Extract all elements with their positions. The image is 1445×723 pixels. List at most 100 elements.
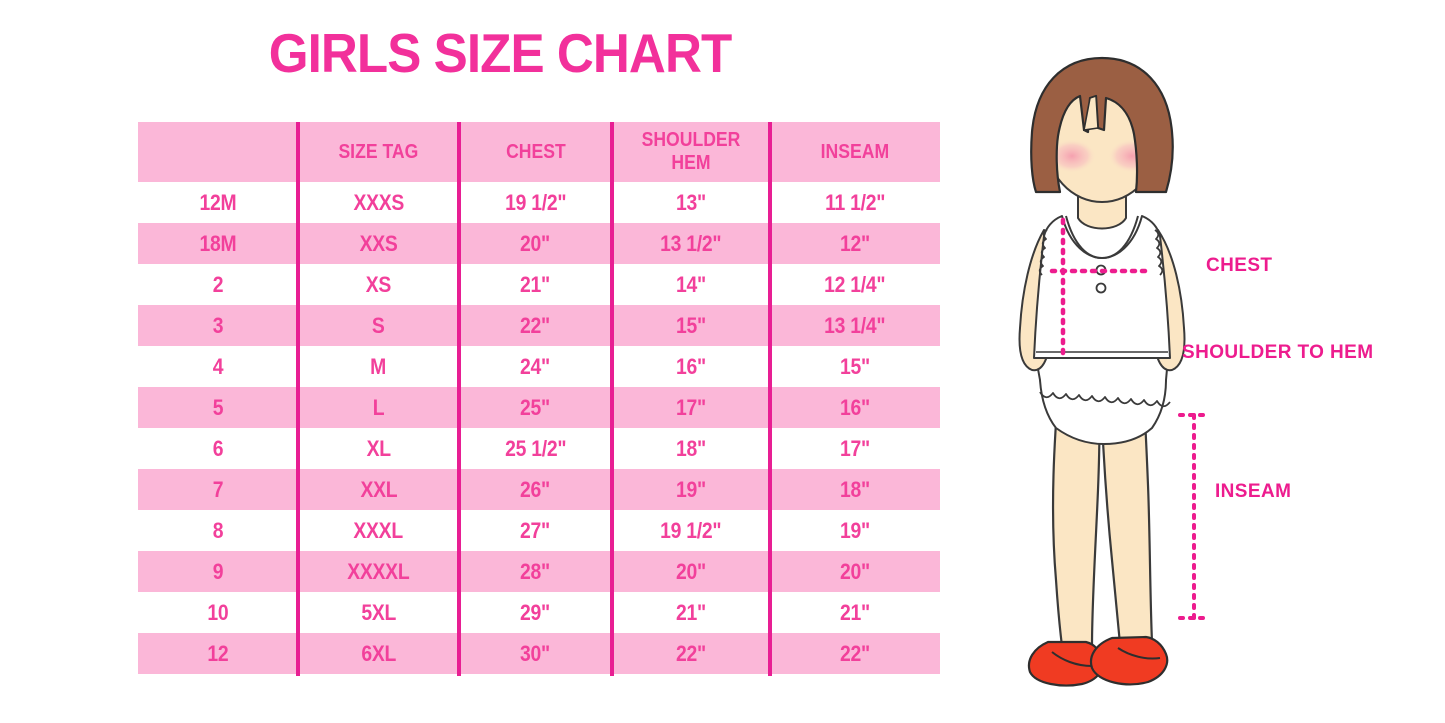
cell-size: 5	[138, 387, 298, 428]
cell-size: 7	[138, 469, 298, 510]
cell-chest: 20"	[459, 223, 612, 264]
white-tank-top	[1033, 215, 1171, 359]
cell-shoulder-hem: 13"	[612, 182, 770, 223]
cell-size-text: 7	[212, 476, 224, 502]
cell-shoulder-hem: 17"	[612, 387, 770, 428]
cell-size-text: 18M	[199, 230, 237, 256]
col-header-inseam: INSEAM	[820, 140, 890, 163]
col-header-size	[138, 122, 298, 182]
cell-size-tag: 6XL	[298, 633, 459, 674]
cell-size-text: 12	[207, 640, 229, 666]
cell-size-tag-text: L	[372, 394, 385, 420]
table-row: 18M XXS 20" 13 1/2" 12"	[138, 223, 940, 264]
label-inseam: INSEAM	[1215, 481, 1292, 502]
cell-inseam-text: 20"	[840, 558, 870, 584]
cell-inseam: 16"	[770, 387, 940, 428]
cell-shoulder-hem: 16"	[612, 346, 770, 387]
size-chart-table-wrapper: SIZE TAG CHEST SHOULDER HEM INSEAM 12M XX…	[138, 122, 940, 674]
cell-shoulder-hem-text: 18"	[676, 435, 706, 461]
cell-inseam: 15"	[770, 346, 940, 387]
cell-size-tag-text: S	[372, 312, 385, 338]
cell-shoulder-hem-text: 20"	[676, 558, 706, 584]
cell-shoulder-hem-text: 19 1/2"	[660, 517, 722, 543]
cell-shoulder-hem-text: 17"	[676, 394, 706, 420]
cell-inseam-text: 13 1/4"	[824, 312, 886, 338]
cell-size: 3	[138, 305, 298, 346]
cell-chest-text: 25"	[520, 394, 551, 420]
cell-shoulder-hem: 19"	[612, 469, 770, 510]
hair	[1030, 56, 1174, 194]
cell-chest: 24"	[459, 346, 612, 387]
cell-chest: 19 1/2"	[459, 182, 612, 223]
cell-chest-text: 25 1/2"	[504, 435, 567, 461]
ruffled-skirt	[1034, 357, 1171, 446]
cell-shoulder-hem: 15"	[612, 305, 770, 346]
table-header-row: SIZE TAG CHEST SHOULDER HEM INSEAM	[138, 122, 940, 182]
cell-chest-text: 24"	[520, 353, 551, 379]
cell-inseam-text: 18"	[840, 476, 870, 502]
cell-size-tag: XXXXL	[298, 551, 459, 592]
cell-size: 10	[138, 592, 298, 633]
cell-size: 4	[138, 346, 298, 387]
cell-inseam: 19"	[770, 510, 940, 551]
cell-inseam: 22"	[770, 633, 940, 674]
cell-size: 12M	[138, 182, 298, 223]
cell-inseam-text: 21"	[840, 599, 870, 625]
cell-inseam: 17"	[770, 428, 940, 469]
cell-size-tag: XXXS	[298, 182, 459, 223]
cell-shoulder-hem-text: 13 1/2"	[660, 230, 722, 256]
cell-chest: 25"	[459, 387, 612, 428]
cell-size: 6	[138, 428, 298, 469]
cell-size-tag-text: M	[370, 353, 387, 379]
cell-size-text: 8	[212, 517, 224, 543]
cell-size-text: 10	[207, 599, 229, 625]
cell-inseam: 12"	[770, 223, 940, 264]
cell-size-tag: M	[298, 346, 459, 387]
cell-chest: 30"	[459, 633, 612, 674]
table-header: SIZE TAG CHEST SHOULDER HEM INSEAM	[138, 122, 940, 182]
cell-inseam-text: 19"	[840, 517, 870, 543]
cell-shoulder-hem: 21"	[612, 592, 770, 633]
cell-chest-text: 20"	[520, 230, 551, 256]
table-row: 8 XXXL 27" 19 1/2" 19"	[138, 510, 940, 551]
cell-inseam-text: 12 1/4"	[824, 271, 886, 297]
cell-shoulder-hem: 18"	[612, 428, 770, 469]
cell-size-tag: XS	[298, 264, 459, 305]
cell-chest-text: 29"	[520, 599, 551, 625]
label-shoulder-to-hem: SHOULDER TO HEM	[1182, 342, 1374, 363]
cell-chest: 26"	[459, 469, 612, 510]
cell-chest: 29"	[459, 592, 612, 633]
table-row: 10 5XL 29" 21" 21"	[138, 592, 940, 633]
cell-chest-text: 26"	[520, 476, 551, 502]
cell-shoulder-hem: 14"	[612, 264, 770, 305]
cell-size-text: 5	[212, 394, 224, 420]
cell-chest-text: 27"	[520, 517, 551, 543]
cell-size-tag-text: 5XL	[361, 599, 396, 625]
table-row: 7 XXL 26" 19" 18"	[138, 469, 940, 510]
cell-size-tag: S	[298, 305, 459, 346]
cell-inseam: 13 1/4"	[770, 305, 940, 346]
table-row: 9 XXXXL 28" 20" 20"	[138, 551, 940, 592]
cell-shoulder-hem-text: 14"	[676, 271, 706, 297]
cell-size: 2	[138, 264, 298, 305]
cell-inseam: 11 1/2"	[770, 182, 940, 223]
cell-size-text: 9	[212, 558, 224, 584]
cell-size-tag-text: XS	[365, 271, 392, 297]
table-row: 6 XL 25 1/2" 18" 17"	[138, 428, 940, 469]
cell-shoulder-hem-text: 19"	[676, 476, 706, 502]
table-row: 12M XXXS 19 1/2" 13" 11 1/2"	[138, 182, 940, 223]
cell-inseam-text: 16"	[840, 394, 870, 420]
cell-shoulder-hem-text: 16"	[676, 353, 706, 379]
cell-inseam: 20"	[770, 551, 940, 592]
cell-chest-text: 19 1/2"	[504, 189, 567, 215]
cell-inseam-text: 17"	[840, 435, 870, 461]
cell-size-tag-text: XXXL	[353, 517, 404, 543]
cell-size-tag-text: XXXXL	[347, 558, 410, 584]
cell-shoulder-hem-text: 13"	[676, 189, 706, 215]
cell-size: 8	[138, 510, 298, 551]
cell-chest-text: 21"	[520, 271, 551, 297]
cell-size: 12	[138, 633, 298, 674]
size-chart-table: SIZE TAG CHEST SHOULDER HEM INSEAM 12M XX…	[138, 122, 940, 674]
cell-shoulder-hem: 19 1/2"	[612, 510, 770, 551]
cell-size-text: 6	[212, 435, 224, 461]
